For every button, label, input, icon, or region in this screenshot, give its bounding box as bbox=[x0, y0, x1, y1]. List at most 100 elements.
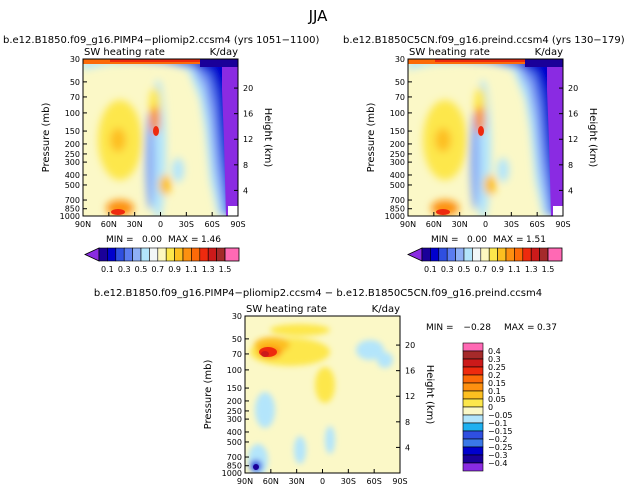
colorbar-label: 0.25 bbox=[488, 363, 506, 372]
x-tick-label: 30S bbox=[504, 220, 519, 229]
colorbar-swatch bbox=[462, 350, 484, 360]
colorbar-swatch bbox=[462, 454, 484, 464]
panel-1-min-label: MIN = bbox=[106, 235, 134, 245]
colorbar-swatch bbox=[522, 247, 532, 262]
x-tick-label: 90N bbox=[400, 220, 416, 229]
x-tick-label: 30N bbox=[127, 220, 143, 229]
y-axis-label: Pressure (mb) bbox=[41, 103, 52, 173]
panel-1-left-label: SW heating rate bbox=[84, 47, 165, 58]
p-tick-label: 500 bbox=[390, 181, 405, 190]
panel-1-max-label: MAX = bbox=[168, 235, 199, 245]
p-tick-label: 700 bbox=[227, 453, 242, 462]
panel-2-max-label: MAX = bbox=[493, 235, 524, 245]
p-tick-label: 30 bbox=[395, 55, 405, 64]
h-tick-label: 8 bbox=[405, 418, 410, 427]
colorbar-swatch bbox=[530, 247, 540, 262]
colorbar-label: −0.05 bbox=[488, 411, 513, 420]
colorbar-swatch bbox=[463, 247, 473, 262]
colorbar-label: 0.5 bbox=[135, 265, 148, 274]
x-tick-label: 30N bbox=[289, 477, 305, 486]
y-axis-label-right: Height (km) bbox=[262, 108, 273, 168]
colorbar-label: 0.9 bbox=[491, 265, 504, 274]
panel-1-title: b.e12.B1850.f09_g16.PIMP4−pliomip2.ccsm4… bbox=[3, 35, 319, 46]
colorbar-swatch bbox=[157, 247, 167, 262]
panel-2-left-label: SW heating rate bbox=[409, 47, 490, 58]
colorbar-swatch bbox=[174, 247, 184, 262]
colorbar-label: 1.5 bbox=[542, 265, 555, 274]
colorbar-label: 1.1 bbox=[508, 265, 521, 274]
panel-2-units: K/day bbox=[535, 47, 563, 58]
colorbar-label: 0.2 bbox=[488, 371, 501, 380]
panel-3-left-label: SW heating rate bbox=[246, 304, 327, 315]
colorbar-label: 0.7 bbox=[151, 265, 164, 274]
colorbar-swatch bbox=[430, 247, 440, 262]
colorbar-label: −0.3 bbox=[488, 451, 507, 460]
h-tick-label: 16 bbox=[568, 110, 578, 119]
h-tick-label: 8 bbox=[568, 161, 573, 170]
colorbar-label: 0.15 bbox=[488, 379, 506, 388]
panel-2-max-value: 1.51 bbox=[526, 235, 546, 245]
p-tick-label: 300 bbox=[65, 158, 80, 167]
p-tick-label: 200 bbox=[227, 397, 242, 406]
p-tick-label: 500 bbox=[65, 181, 80, 190]
p-tick-label: 70 bbox=[70, 93, 80, 102]
p-tick-label: 70 bbox=[232, 350, 242, 359]
p-tick-label: 150 bbox=[65, 127, 80, 136]
colorbar-swatch bbox=[462, 414, 484, 424]
colorbar-swatch bbox=[191, 247, 201, 262]
colorbar-swatch bbox=[462, 342, 484, 352]
colorbar-label: −0.4 bbox=[488, 459, 507, 468]
x-tick-label: 60S bbox=[205, 220, 220, 229]
panel-3-stats: MIN = −0.28 MAX = 0.37 bbox=[426, 323, 557, 333]
colorbar-swatch bbox=[514, 247, 524, 262]
p-tick-label: 700 bbox=[390, 196, 405, 205]
colorbar-swatch bbox=[462, 422, 484, 432]
panel-3-axes: 90N 60N 30N 0 30S 60S 90S 30 50 70 100 150 200250300… bbox=[203, 312, 435, 486]
panel-2-field bbox=[408, 59, 563, 216]
colorbar-swatch bbox=[455, 247, 465, 262]
colorbar-swatch bbox=[421, 247, 431, 262]
p-tick-label: 100 bbox=[227, 366, 242, 375]
p-tick-label: 700 bbox=[65, 196, 80, 205]
h-tick-label: 16 bbox=[405, 367, 415, 376]
colorbar-end-low bbox=[84, 247, 100, 262]
p-tick-label: 850 bbox=[227, 462, 242, 471]
colorbar-label: 0.9 bbox=[168, 265, 181, 274]
x-tick-label: 60N bbox=[101, 220, 117, 229]
colorbar-swatch bbox=[462, 382, 484, 392]
x-tick-label: 0 bbox=[483, 220, 488, 229]
p-tick-label: 50 bbox=[70, 78, 80, 87]
colorbar-label: 1.5 bbox=[219, 265, 232, 274]
panel-1-field bbox=[83, 59, 238, 216]
p-tick-label: 100 bbox=[390, 109, 405, 118]
p-tick-label: 300 bbox=[390, 158, 405, 167]
colorbar-label: 0.1 bbox=[488, 387, 501, 396]
colorbar-label: 1.3 bbox=[525, 265, 538, 274]
colorbar-label: −0.15 bbox=[488, 427, 513, 436]
colorbar-swatch bbox=[107, 247, 117, 262]
colorbar-swatch bbox=[462, 438, 484, 448]
colorbar-swatch bbox=[446, 247, 456, 262]
colorbar-swatch bbox=[505, 247, 515, 262]
colorbar-label: −0.2 bbox=[488, 435, 507, 444]
p-tick-label: 70 bbox=[395, 93, 405, 102]
x-tick-label: 90S bbox=[555, 220, 570, 229]
colorbar-swatch bbox=[462, 358, 484, 368]
p-tick-label: 250 bbox=[65, 150, 80, 159]
colorbar-end-high bbox=[547, 247, 563, 262]
panel-3-max-value: 0.37 bbox=[537, 323, 557, 333]
panel-1-axes: 90N 60N 30N 0 30S 60S 90S 30 50 70 100 150 200250300… bbox=[41, 55, 273, 229]
colorbar-swatch bbox=[438, 247, 448, 262]
h-tick-label: 16 bbox=[243, 110, 253, 119]
colorbar-label: −0.25 bbox=[488, 443, 513, 452]
p-tick-label: 250 bbox=[227, 407, 242, 416]
colorbar-swatch bbox=[462, 374, 484, 384]
p-tick-label: 500 bbox=[227, 438, 242, 447]
y-axis-label: Pressure (mb) bbox=[366, 103, 377, 173]
x-tick-label: 30N bbox=[452, 220, 468, 229]
colorbar-label: 0.3 bbox=[441, 265, 454, 274]
p-tick-label: 100 bbox=[65, 109, 80, 118]
colorbar-swatch bbox=[123, 247, 133, 262]
x-tick-label: 60N bbox=[426, 220, 442, 229]
colorbar-label: 0.4 bbox=[488, 347, 501, 356]
